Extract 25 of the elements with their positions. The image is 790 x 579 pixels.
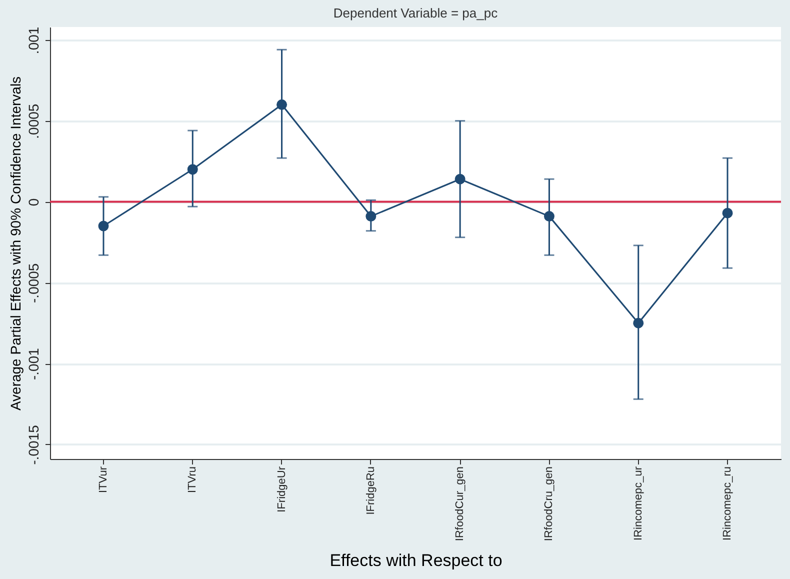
y-tick-label: .001 [26,26,42,54]
x-tick-label: ITVru [186,466,199,493]
point [366,211,376,222]
x-tick-label: IFridgeUr [276,466,288,512]
point [276,99,288,110]
point [454,174,466,184]
point [722,208,733,218]
x-axis-title: Effects with Respect to [330,551,502,570]
point [633,318,644,328]
x-tick-label: IRfoodCur_gen [454,466,466,542]
y-axis-title: Average Partial Effects with 90% Confidence Intervals [8,76,24,411]
x-tick-label: IFridgeRu [364,466,377,515]
y-tick-label: .0005 [26,104,42,139]
chart-title: Dependent Variable = pa_pc [333,5,498,20]
y-tick-label: 0 [26,198,42,206]
point [187,164,198,175]
point [98,220,109,232]
x-tick-label: IRfoodCru_gen [543,466,556,542]
y-tick-label: -.0015 [26,424,42,465]
x-tick-label: IRincomepc_ur [632,466,644,540]
x-tick-label: IRincomepc_ru [722,466,734,540]
x-tick-label: ITVur [97,466,110,493]
y-tick-label: -.001 [26,348,42,380]
y-tick-label: -.0005 [26,263,42,303]
point [544,211,554,222]
